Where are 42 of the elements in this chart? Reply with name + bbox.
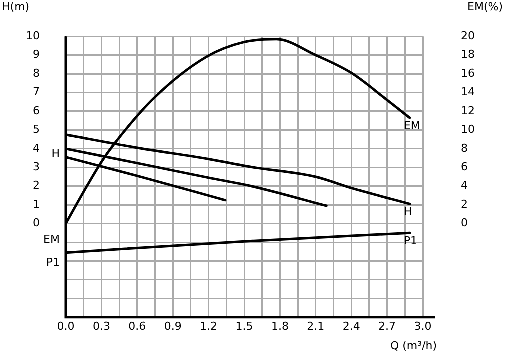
y2-tick-label: 14: [461, 86, 476, 99]
y2-tick-label: 8: [461, 142, 468, 155]
x-tick-label: 0.9: [164, 320, 182, 333]
y-tick-label: 8: [32, 66, 40, 80]
y2-tick-label: 12: [461, 104, 476, 118]
text: P1: [46, 256, 60, 270]
y2-tick-label: 6: [461, 160, 468, 174]
y-tick-label: 9: [32, 48, 40, 62]
y2-tick-label: 20: [461, 29, 476, 42]
x-axis-title: Q (m³/h): [390, 339, 438, 352]
y-tick-label: 10: [26, 29, 40, 42]
x-tick-label: 0.0: [57, 320, 75, 333]
series-label: EM: [404, 119, 420, 132]
x-tick-label: 2.7: [378, 320, 396, 333]
y2-tick-label: 10: [461, 123, 476, 136]
text: EM: [44, 233, 60, 246]
y2-tick-label: 0: [461, 216, 468, 230]
series-label: H: [404, 206, 412, 219]
x-tick-label: 2.1: [307, 320, 325, 333]
y-tick-label: 4: [32, 142, 40, 155]
y-tick-label: 5: [32, 123, 40, 136]
y-tick-label: 1: [32, 198, 40, 211]
x-tick-label: 1.8: [271, 320, 289, 333]
y-tick-label: 6: [32, 104, 40, 118]
y2-tick-label: 16: [461, 66, 476, 80]
x-tick-label: 3.0: [414, 320, 432, 333]
x-tick-label: 0.6: [128, 320, 146, 333]
text: H: [52, 147, 60, 160]
x-tick-label: 0.3: [92, 320, 110, 333]
x-tick-label: 1.2: [200, 320, 218, 333]
x-tick-label: 2.4: [342, 320, 360, 333]
y2-axis-title: EM(%): [468, 0, 503, 14]
y-axis-title: H(m): [2, 0, 30, 14]
y2-tick-label: 18: [461, 48, 476, 62]
y-tick-label: 0: [32, 216, 40, 230]
y2-tick-label: 2: [461, 198, 468, 211]
y-tick-label: 7: [32, 86, 40, 99]
y-tick-label: 3: [32, 160, 40, 174]
y-tick-label: 2: [32, 179, 40, 192]
series-label: P1: [404, 234, 418, 248]
x-tick-label: 1.5: [236, 320, 254, 333]
y2-tick-label: 4: [461, 179, 468, 192]
